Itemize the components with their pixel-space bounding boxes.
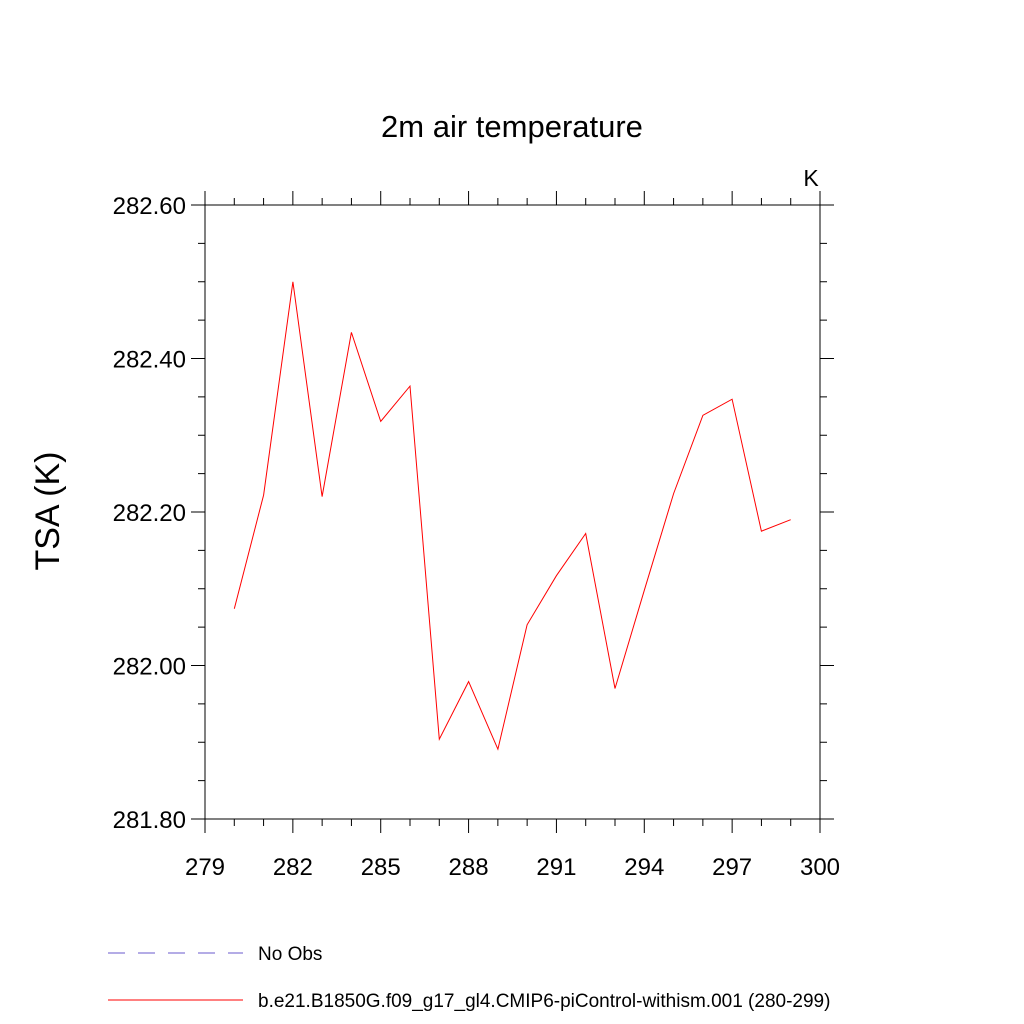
y-tick-label: 282.00 [113, 654, 186, 681]
y-tick-label: 282.40 [113, 347, 186, 374]
legend-label: b.e21.B1850G.f09_g17_gl4.CMIP6-piControl… [258, 991, 830, 1012]
x-tick-label: 300 [800, 854, 840, 881]
legend-label: No Obs [258, 944, 322, 965]
legend: No Obs b.e21.B1850G.f09_g17_gl4.CMIP6-piC… [108, 944, 830, 1012]
units-label: K [803, 165, 819, 191]
x-tick-label: 294 [624, 854, 664, 881]
x-tick-label: 288 [449, 854, 489, 881]
x-tick-label: 279 [185, 854, 225, 881]
series-layer [233, 281, 791, 751]
y-tick-label: 282.20 [113, 500, 186, 527]
x-tick-label: 282 [273, 854, 313, 881]
series-line [233, 281, 791, 751]
x-tick-label: 291 [536, 854, 576, 881]
y-tick-label: 282.60 [113, 193, 186, 220]
y-tick-label: 281.80 [113, 807, 186, 834]
y-axis-label: TSA (K) [29, 451, 67, 570]
plot-frame [204, 204, 821, 820]
axes: 281.80 282.00 282.20 282.40 282.60 279 282 285 2… [113, 191, 840, 881]
x-tick-label: 285 [361, 854, 401, 881]
chart-title: 2m air temperature [381, 109, 643, 144]
x-tick-label: 297 [712, 854, 752, 881]
